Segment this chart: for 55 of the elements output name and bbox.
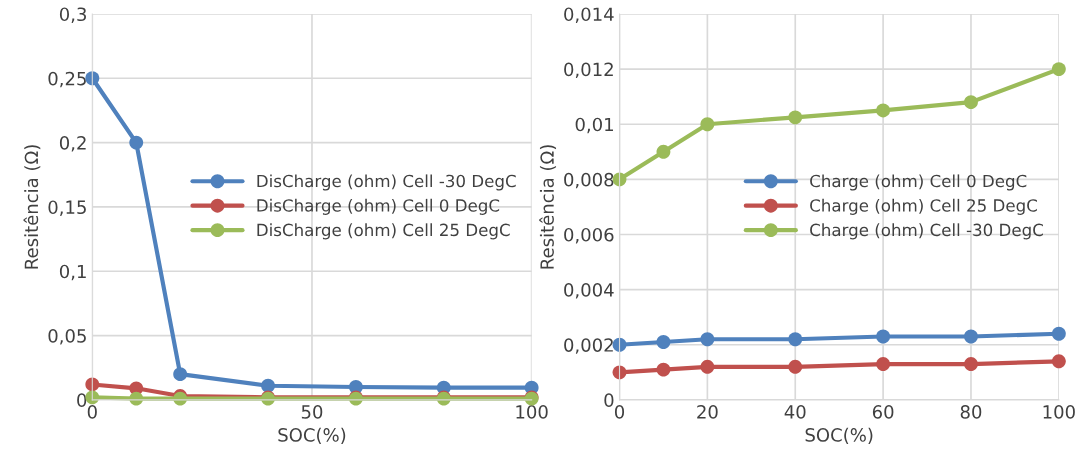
point: [876, 103, 891, 118]
y-tick-label: 0,004: [564, 283, 614, 299]
legend-label: DisCharge (ohm) Cell -30 DegC: [257, 174, 516, 191]
y-tick-label: 0,05: [48, 329, 86, 345]
x-tick-label: 100: [516, 405, 548, 419]
point: [700, 359, 715, 374]
point: [964, 357, 978, 372]
y-tick-label: 0,2: [59, 136, 86, 152]
point: [700, 117, 715, 132]
x-tick-label: 60: [872, 405, 894, 419]
x-tick-label: 50: [301, 405, 323, 419]
point: [1051, 62, 1066, 77]
y-tick-label: 0,002: [564, 338, 613, 354]
y-tick-label: 0,01: [575, 117, 613, 134]
point: [876, 357, 891, 372]
point: [964, 329, 978, 344]
x-axis-title: SOC(%): [278, 427, 346, 444]
y-tick-label: 0,25: [48, 71, 86, 88]
y-tick-label: 0: [77, 393, 87, 408]
point: [656, 335, 671, 349]
point: [788, 332, 803, 347]
y-tick-label: 0,012: [564, 62, 613, 79]
point: [129, 135, 144, 150]
point: [700, 332, 715, 347]
legend-label: DisCharge (ohm) Cell 25 DegC: [257, 223, 510, 240]
y-tick-label: 0: [604, 393, 614, 408]
x-tick-label: 0: [614, 405, 625, 419]
point: [261, 378, 275, 393]
point: [788, 110, 803, 125]
y-tick-label: 0,006: [564, 227, 614, 244]
x-tick-label: 80: [960, 405, 982, 419]
point: [1051, 354, 1066, 369]
point: [656, 144, 671, 159]
y-axis-title: Resitência (Ω): [23, 145, 41, 269]
point: [656, 362, 671, 377]
legend-label: Charge (ohm) Cell -30 DegC: [810, 223, 1043, 240]
legend-label: DisCharge (ohm) Cell 0 DegC: [257, 198, 500, 215]
point: [788, 359, 803, 374]
x-tick-label: 100: [1043, 405, 1075, 419]
legend-label: Charge (ohm) Cell 25 DegC: [810, 198, 1037, 215]
y-tick-label: 0,008: [564, 172, 614, 189]
y-tick-label: 0,3: [59, 7, 86, 23]
y-axis-title: Resitência (Ω): [539, 145, 557, 269]
x-tick-label: 40: [784, 405, 806, 419]
point: [1051, 326, 1066, 341]
y-tick-label: 0,1: [59, 264, 86, 281]
x-tick-label: 20: [697, 405, 718, 419]
y-tick-label: 0,15: [48, 200, 86, 216]
point: [173, 367, 188, 382]
x-tick-label: 0: [87, 405, 97, 419]
y-tick-label: 0,014: [564, 7, 614, 23]
legend-label: Charge (ohm) Cell 0 DegC: [810, 174, 1027, 191]
x-axis-title: SOC(%): [805, 427, 873, 444]
point: [964, 95, 978, 110]
point: [876, 329, 891, 344]
